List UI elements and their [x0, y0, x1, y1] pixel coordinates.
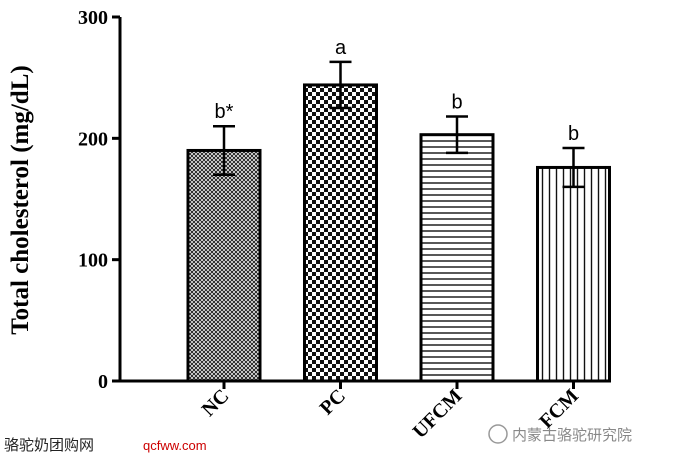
annotation: a — [335, 37, 347, 59]
annotation: b — [568, 123, 579, 145]
bar — [419, 133, 495, 383]
watermark-site: 骆驼奶团购网 — [4, 437, 94, 454]
watermark-icon — [488, 424, 508, 444]
annotation: b* — [215, 101, 234, 123]
y-axis-title: Total cholesterol (mg/dL) — [7, 65, 34, 334]
y-tick-label: 200 — [78, 128, 108, 150]
annotation: b — [451, 91, 462, 113]
error-bar — [329, 60, 352, 110]
error-bar — [562, 146, 585, 189]
x-tick-label: FCM — [535, 385, 583, 433]
bar — [536, 165, 611, 383]
error-bar — [213, 124, 235, 176]
x-tick-label: PC — [316, 385, 350, 419]
y-tick-label: 300 — [78, 7, 108, 29]
watermark-url: qcfww.com — [143, 438, 207, 453]
bar — [303, 83, 378, 383]
x-tick-label: NC — [198, 385, 234, 421]
bar — [186, 148, 262, 383]
x-tick-label: UFCM — [409, 385, 467, 443]
y-tick-label: 0 — [98, 371, 108, 393]
watermark-account: 内蒙古骆驼研究院 — [512, 426, 632, 444]
error-bar — [446, 115, 468, 155]
y-tick-label: 100 — [78, 250, 108, 272]
